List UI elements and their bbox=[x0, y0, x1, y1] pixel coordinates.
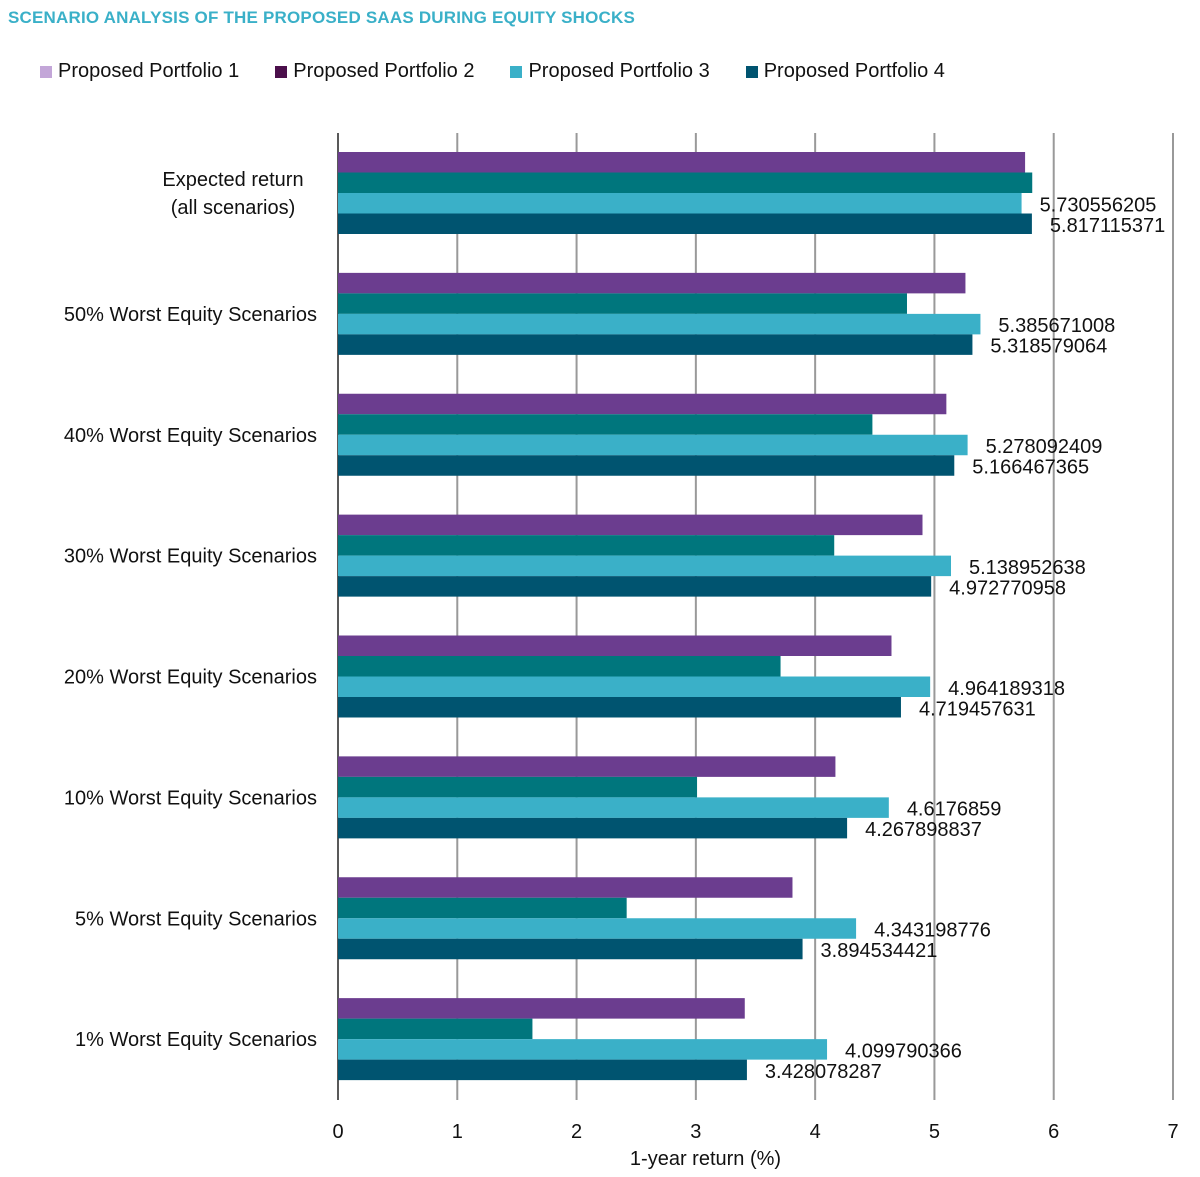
category-label: 30% Worst Equity Scenarios bbox=[64, 546, 317, 568]
bar bbox=[338, 514, 923, 536]
category-label: 1% Worst Equity Scenarios bbox=[75, 1029, 317, 1051]
bar bbox=[338, 152, 1026, 173]
data-label: 5.817115371 bbox=[1050, 215, 1165, 237]
bar bbox=[338, 334, 973, 355]
legend-item-4: Proposed Portfolio 4 bbox=[745, 60, 945, 83]
legend-item-1: Proposed Portfolio 1 bbox=[40, 60, 239, 83]
x-tick-label: 7 bbox=[1167, 1121, 1178, 1143]
bar bbox=[338, 434, 968, 456]
bar bbox=[338, 817, 848, 839]
bar bbox=[338, 1059, 747, 1081]
bar bbox=[338, 555, 952, 577]
category-label: 10% Worst Equity Scenarios bbox=[64, 787, 317, 809]
category-label: 20% Worst Equity Scenarios bbox=[64, 667, 317, 689]
bar bbox=[338, 756, 836, 777]
data-label: 4.972770958 bbox=[949, 577, 1066, 599]
data-label: 4.719457631 bbox=[919, 698, 1036, 720]
bar bbox=[338, 676, 931, 697]
category-label: 50% Worst Equity Scenarios bbox=[64, 304, 317, 326]
data-label: 4.099790366 bbox=[845, 1040, 962, 1062]
data-label: 5.278092409 bbox=[986, 436, 1103, 458]
bar bbox=[338, 1018, 533, 1040]
bar bbox=[338, 393, 947, 415]
data-label: 3.894534421 bbox=[821, 940, 938, 962]
bar bbox=[338, 877, 793, 898]
bar bbox=[338, 455, 955, 476]
bar bbox=[338, 897, 627, 919]
bar bbox=[338, 1039, 828, 1060]
x-tick-label: 5 bbox=[929, 1121, 940, 1143]
bar bbox=[338, 576, 932, 597]
data-label: 4.964189318 bbox=[948, 678, 1065, 700]
legend-item-3: Proposed Portfolio 3 bbox=[510, 60, 710, 83]
data-label: 4.267898837 bbox=[865, 819, 982, 841]
bar bbox=[338, 656, 781, 677]
legend-swatch bbox=[40, 65, 52, 78]
legend-label: Proposed Portfolio 3 bbox=[528, 60, 710, 82]
bar bbox=[338, 535, 835, 556]
x-tick-label: 6 bbox=[1048, 1121, 1059, 1143]
bar bbox=[338, 293, 907, 314]
data-label: 3.428078287 bbox=[765, 1061, 882, 1083]
data-label: 5.730556205 bbox=[1040, 194, 1157, 216]
bar bbox=[338, 797, 889, 818]
bar bbox=[338, 635, 892, 656]
data-label: 5.166467365 bbox=[972, 457, 1089, 479]
x-axis-title: 1-year return (%) bbox=[630, 1148, 781, 1170]
bar bbox=[338, 697, 901, 718]
bar bbox=[338, 213, 1032, 234]
bar bbox=[338, 918, 857, 939]
data-label: 4.343198776 bbox=[874, 920, 991, 942]
bar bbox=[338, 172, 1033, 193]
bar bbox=[338, 938, 803, 960]
data-label: 4.6176859 bbox=[907, 799, 1002, 821]
category-label: (all scenarios) bbox=[171, 197, 295, 219]
bar bbox=[338, 776, 698, 798]
category-label: Expected return bbox=[162, 169, 303, 191]
x-tick-label: 4 bbox=[810, 1121, 821, 1143]
bar bbox=[338, 272, 966, 294]
legend: Proposed Portfolio 1 Proposed Portfolio … bbox=[40, 60, 945, 83]
chart-title: SCENARIO ANALYSIS OF THE PROPOSED SAAS D… bbox=[8, 8, 636, 27]
data-label: 5.318579064 bbox=[990, 336, 1107, 358]
x-tick-label: 0 bbox=[332, 1121, 343, 1143]
bar bbox=[338, 414, 873, 435]
bar bbox=[338, 193, 1022, 214]
legend-label: Proposed Portfolio 2 bbox=[293, 60, 475, 82]
x-tick-label: 3 bbox=[690, 1121, 701, 1143]
legend-swatch bbox=[275, 65, 288, 78]
category-label: 40% Worst Equity Scenarios bbox=[64, 425, 317, 447]
legend-item-2: Proposed Portfolio 2 bbox=[275, 60, 474, 83]
x-tick-label: 1 bbox=[452, 1121, 463, 1143]
legend-label: Proposed Portfolio 1 bbox=[58, 60, 240, 82]
legend-label: Proposed Portfolio 4 bbox=[763, 60, 945, 82]
legend-swatch bbox=[745, 65, 758, 78]
legend-swatch bbox=[510, 65, 523, 78]
data-label: 5.385671008 bbox=[998, 315, 1115, 337]
bar bbox=[338, 313, 981, 335]
category-label: 5% Worst Equity Scenarios bbox=[75, 908, 317, 930]
x-tick-label: 2 bbox=[571, 1121, 582, 1143]
bar bbox=[338, 998, 745, 1019]
data-label: 5.138952638 bbox=[969, 557, 1086, 579]
